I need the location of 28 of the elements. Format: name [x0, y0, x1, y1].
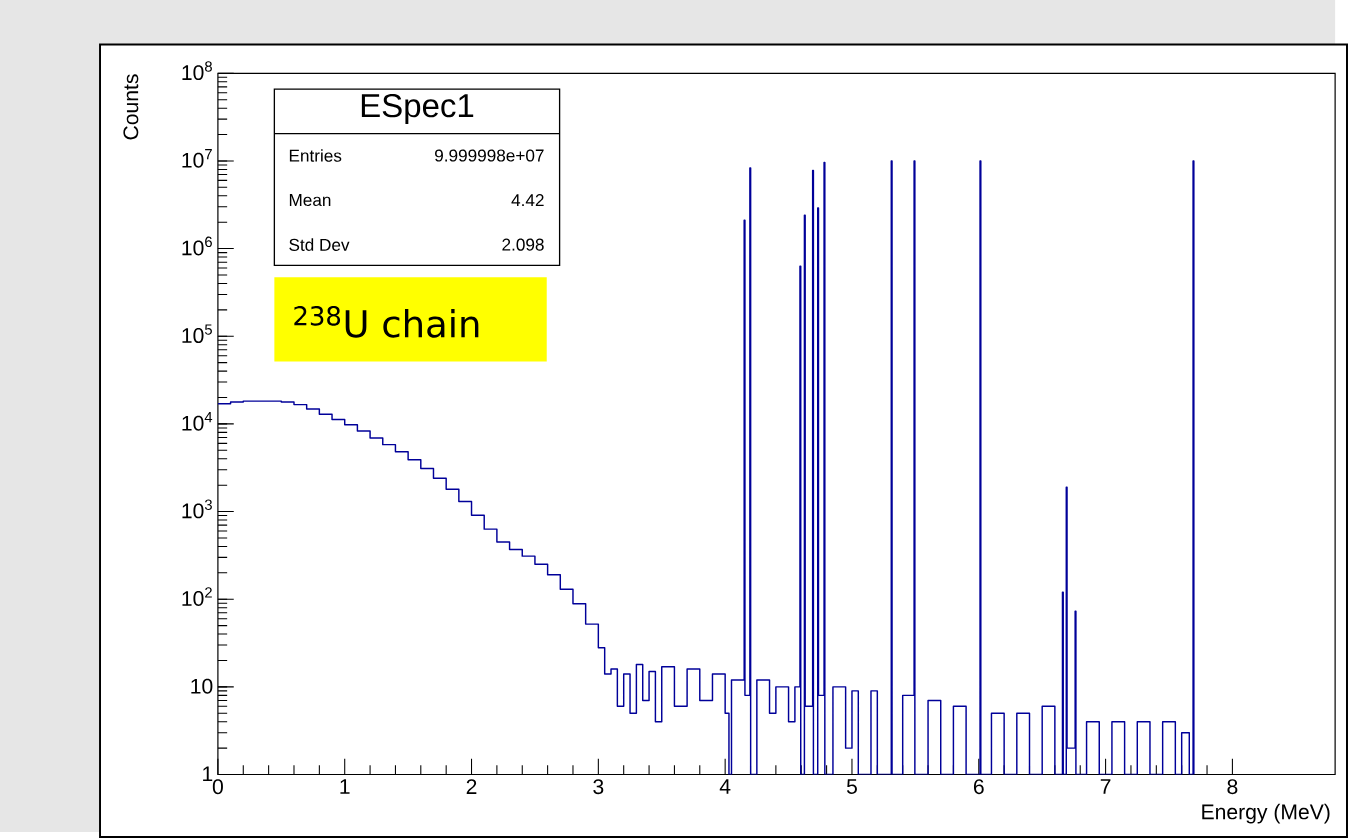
annotation: Std Dev	[289, 238, 350, 251]
annotation: Entries	[289, 149, 342, 162]
annotation: $^{238}$U chain	[294, 306, 479, 338]
y-tick-label: 10$^{8}$	[182, 61, 212, 81]
y-tick-label: 10	[191, 678, 213, 694]
annotation: 4.42	[511, 194, 544, 207]
y-tick-label: 10$^{5}$	[182, 324, 212, 344]
y-tick-label: 10$^{3}$	[182, 499, 212, 519]
x-tick-label: 0	[212, 779, 223, 795]
y-tick-label: 10$^{6}$	[182, 236, 212, 256]
x-tick-label: 1	[340, 779, 350, 794]
y-tick-label: 10$^{2}$	[182, 587, 212, 607]
y-axis-title: Counts	[123, 74, 139, 140]
x-tick-label: 7	[1100, 779, 1111, 794]
y-tick-label: 10$^{7}$	[182, 149, 212, 168]
x-tick-label: 6	[973, 779, 984, 795]
x-tick-label: 2	[466, 779, 477, 794]
x-axis-title: Energy (MeV)	[1202, 803, 1330, 824]
annotation: ESpec1	[361, 94, 474, 124]
annotation: 2.098	[502, 238, 544, 251]
y-tick-label: 10$^{4}$	[182, 412, 213, 431]
annotation: Mean	[289, 194, 331, 207]
x-tick-label: 5	[846, 779, 857, 794]
x-tick-label: 8	[1227, 779, 1238, 795]
x-tick-label: 3	[593, 779, 604, 795]
y-tick-label: 1	[203, 766, 213, 782]
x-tick-label: 4	[719, 779, 731, 794]
annotation: 9.999998e+07	[435, 149, 544, 162]
